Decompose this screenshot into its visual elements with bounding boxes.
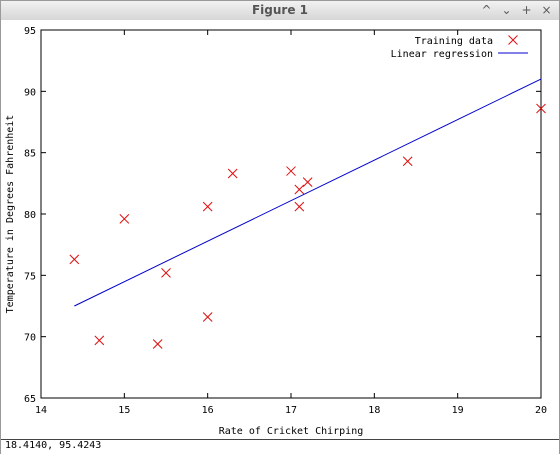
status-bar: 18.4140, 95.4243 xyxy=(1,439,559,454)
y-tick-label: 90 xyxy=(24,87,36,98)
y-tick-label: 75 xyxy=(24,271,36,282)
marker-stroke xyxy=(161,268,171,278)
data-point xyxy=(202,201,213,212)
x-tick-label: 15 xyxy=(118,405,130,416)
y-tick-label: 70 xyxy=(24,333,36,344)
y-tick-label: 95 xyxy=(24,26,36,37)
legend-label: Training data xyxy=(415,36,493,47)
marker-stroke xyxy=(202,201,213,212)
marker-stroke xyxy=(152,339,163,349)
data-point xyxy=(302,177,313,187)
y-tick-label: 65 xyxy=(24,394,36,405)
chart-legend: Training data Linear regression xyxy=(391,35,528,60)
minimize-button[interactable]: ⌄ xyxy=(501,3,512,17)
window-controls: ^ ⌄ + × xyxy=(480,2,553,19)
marker-stroke xyxy=(536,103,546,114)
marker-stroke xyxy=(302,177,313,187)
y-axis-label: Temperature in Degrees Fahrenheit xyxy=(5,115,16,314)
x-tick-label: 18 xyxy=(368,405,380,416)
marker-stroke xyxy=(508,35,518,45)
data-point xyxy=(94,335,105,346)
data-point xyxy=(294,201,305,212)
chart-marks xyxy=(69,78,546,349)
legend-marker-swatch xyxy=(508,35,518,45)
data-point xyxy=(536,103,546,114)
data-point xyxy=(152,339,163,349)
data-point xyxy=(286,166,296,176)
x-tick-label: 16 xyxy=(202,405,214,416)
marker-stroke xyxy=(69,254,80,265)
x-axis-label: Rate of Cricket Chirping xyxy=(219,426,364,437)
x-tick-label: 17 xyxy=(285,405,297,416)
cursor-coordinates: 18.4140, 95.4243 xyxy=(5,440,102,451)
marker-stroke xyxy=(94,335,105,346)
data-point xyxy=(294,184,305,195)
window-title: Figure 1 xyxy=(251,3,309,17)
marker-stroke xyxy=(119,214,130,224)
marker-stroke xyxy=(202,312,213,322)
legend-label: Linear regression xyxy=(391,49,493,60)
marker-stroke xyxy=(294,184,305,195)
data-point xyxy=(227,168,238,179)
y-tick-label: 80 xyxy=(24,210,36,221)
marker-stroke xyxy=(227,168,238,179)
title-bar[interactable]: Figure 1 ^ ⌄ + × xyxy=(1,1,559,21)
data-point xyxy=(402,156,413,167)
y-tick-label: 85 xyxy=(24,149,36,160)
maximize-button[interactable]: + xyxy=(521,3,532,17)
x-tick-label: 20 xyxy=(535,405,547,416)
scatter-chart[interactable]: 14 15 16 17 18 19 20 65 70 75 80 85 90 95 Rate of Cric… xyxy=(1,20,559,439)
data-point xyxy=(202,312,213,322)
x-tick-label: 19 xyxy=(452,405,464,416)
regression-line xyxy=(74,78,542,307)
x-tick-label: 14 xyxy=(35,405,47,416)
marker-stroke xyxy=(286,166,296,176)
marker-stroke xyxy=(402,156,413,167)
plot-area[interactable]: 14 15 16 17 18 19 20 65 70 75 80 85 90 95 Rate of Cric… xyxy=(1,20,559,439)
marker-stroke xyxy=(294,201,305,212)
data-point xyxy=(161,268,171,278)
axes: 14 15 16 17 18 19 20 65 70 75 80 85 90 95 Rate of Cric… xyxy=(5,26,547,437)
shade-up-button[interactable]: ^ xyxy=(481,3,492,17)
plot-frame xyxy=(40,29,542,399)
data-point xyxy=(69,254,80,265)
close-button[interactable]: × xyxy=(541,3,552,17)
data-point xyxy=(119,214,130,224)
